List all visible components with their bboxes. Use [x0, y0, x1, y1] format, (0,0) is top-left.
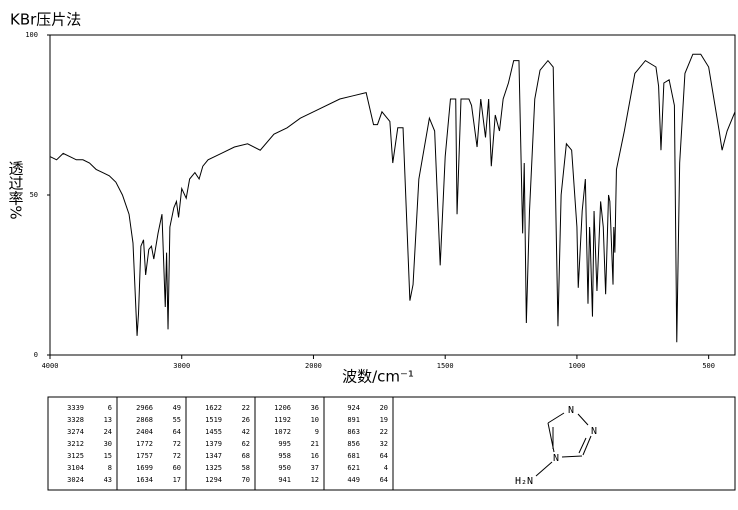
bond [561, 455, 583, 458]
peak-transmittance: 6 [108, 404, 112, 412]
table-frame [47, 396, 736, 491]
peak-wavenumber: 924 [347, 404, 360, 412]
peak-wavenumber: 1772 [136, 440, 153, 448]
atom-label: H₂N [515, 476, 533, 487]
bond [577, 413, 589, 426]
peak-transmittance: 20 [380, 404, 388, 412]
peak-transmittance: 12 [311, 476, 319, 484]
peak-wavenumber: 1455 [205, 428, 222, 436]
x-tick-label: 4000 [42, 362, 59, 370]
peak-wavenumber: 3212 [67, 440, 84, 448]
peak-transmittance: 42 [242, 428, 250, 436]
peak-wavenumber: 950 [278, 464, 291, 472]
y-tick-label: 100 [25, 31, 38, 39]
x-tick-label: 3000 [173, 362, 190, 370]
x-tick-label: 500 [702, 362, 715, 370]
peak-transmittance: 37 [311, 464, 319, 472]
peak-wavenumber: 995 [278, 440, 291, 448]
peak-transmittance: 30 [104, 440, 112, 448]
peak-transmittance: 8 [108, 464, 112, 472]
peak-transmittance: 72 [173, 452, 181, 460]
atom-label: N [591, 426, 597, 437]
peak-transmittance: 13 [104, 416, 112, 424]
peak-wavenumber: 863 [347, 428, 360, 436]
peak-wavenumber: 1206 [274, 404, 291, 412]
atom-label: N [553, 453, 559, 464]
plot-frame [49, 34, 736, 356]
peak-transmittance: 49 [173, 404, 181, 412]
peak-transmittance: 64 [380, 452, 388, 460]
peak-transmittance: 19 [380, 416, 388, 424]
peak-transmittance: 16 [311, 452, 319, 460]
peak-wavenumber: 2966 [136, 404, 153, 412]
peak-wavenumber: 2404 [136, 428, 153, 436]
peak-wavenumber: 2868 [136, 416, 153, 424]
peak-transmittance: 62 [242, 440, 250, 448]
peak-wavenumber: 1347 [205, 452, 222, 460]
peak-wavenumber: 941 [278, 476, 291, 484]
peak-wavenumber: 1757 [136, 452, 153, 460]
peak-transmittance: 55 [173, 416, 181, 424]
peak-wavenumber: 3339 [67, 404, 84, 412]
x-tick-label: 1000 [568, 362, 585, 370]
peak-wavenumber: 3024 [67, 476, 84, 484]
atom-label: N [568, 405, 574, 416]
peak-wavenumber: 958 [278, 452, 291, 460]
peak-transmittance: 32 [380, 440, 388, 448]
peak-transmittance: 9 [315, 428, 319, 436]
peak-transmittance: 17 [173, 476, 181, 484]
peak-wavenumber: 681 [347, 452, 360, 460]
peak-transmittance: 70 [242, 476, 250, 484]
x-tick-label: 1500 [437, 362, 454, 370]
x-axis-label: 波数/cm⁻¹ [342, 368, 414, 386]
peak-transmittance: 21 [311, 440, 319, 448]
peak-transmittance: 64 [173, 428, 181, 436]
peak-wavenumber: 3125 [67, 452, 84, 460]
chart-title: KBr压片法 [10, 11, 81, 29]
peak-wavenumber: 1634 [136, 476, 153, 484]
peak-transmittance: 22 [380, 428, 388, 436]
peak-transmittance: 36 [311, 404, 319, 412]
peak-wavenumber: 1192 [274, 416, 291, 424]
peak-wavenumber: 856 [347, 440, 360, 448]
x-tick-label: 2000 [305, 362, 322, 370]
peak-transmittance: 68 [242, 452, 250, 460]
peak-transmittance: 4 [384, 464, 388, 472]
bond [547, 412, 565, 424]
peak-transmittance: 10 [311, 416, 319, 424]
peak-transmittance: 43 [104, 476, 112, 484]
peak-wavenumber: 1699 [136, 464, 153, 472]
peak-wavenumber: 3274 [67, 428, 84, 436]
peak-wavenumber: 1294 [205, 476, 222, 484]
peak-wavenumber: 1325 [205, 464, 222, 472]
y-tick-label: 0 [34, 351, 38, 359]
peak-transmittance: 64 [380, 476, 388, 484]
peak-wavenumber: 1519 [205, 416, 222, 424]
peak-transmittance: 60 [173, 464, 181, 472]
peak-transmittance: 24 [104, 428, 112, 436]
peak-wavenumber: 3328 [67, 416, 84, 424]
peak-wavenumber: 3104 [67, 464, 84, 472]
peak-wavenumber: 449 [347, 476, 360, 484]
peak-wavenumber: 1622 [205, 404, 222, 412]
y-axis-label: 透过率% [7, 160, 25, 219]
bond [535, 461, 553, 477]
peak-transmittance: 72 [173, 440, 181, 448]
peak-wavenumber: 1379 [205, 440, 222, 448]
peak-transmittance: 22 [242, 404, 250, 412]
structure [535, 412, 592, 477]
spectrum-line [49, 53, 736, 343]
bond [582, 435, 592, 456]
peak-wavenumber: 1072 [274, 428, 291, 436]
y-tick-label: 50 [30, 191, 38, 199]
peak-transmittance: 58 [242, 464, 250, 472]
peak-wavenumber: 891 [347, 416, 360, 424]
peak-wavenumber: 621 [347, 464, 360, 472]
peak-transmittance: 26 [242, 416, 250, 424]
peak-transmittance: 15 [104, 452, 112, 460]
bond [578, 437, 587, 454]
